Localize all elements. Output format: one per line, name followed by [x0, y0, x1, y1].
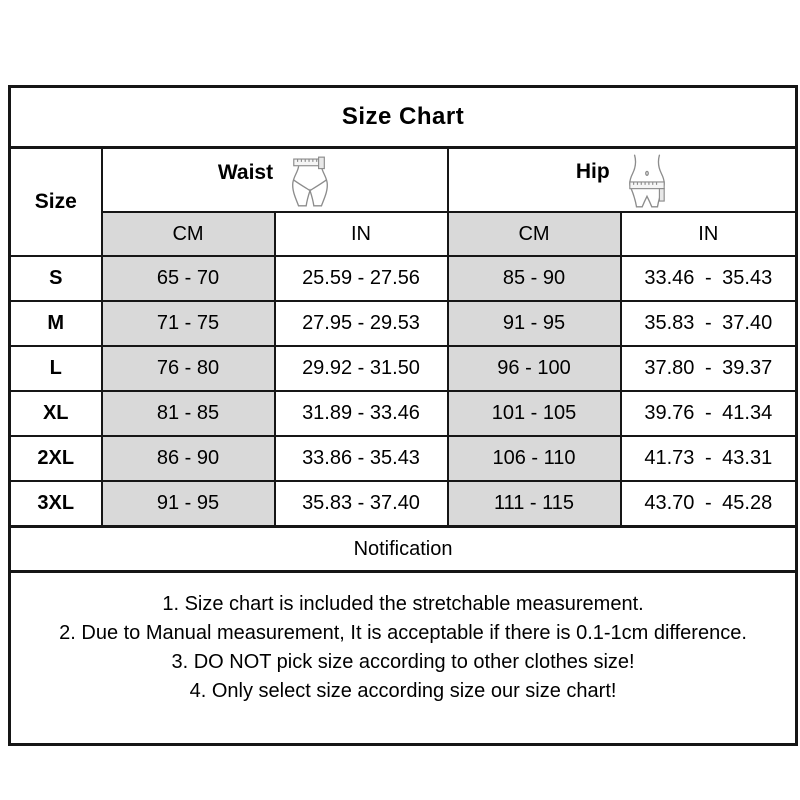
- hip-in-value: 37.80 - 39.37: [619, 345, 798, 392]
- size-row-xl: XL 81 - 85 31.89 - 33.46 101 - 105 39.76…: [8, 390, 798, 437]
- size-chart-table: Size Chart Size Waist: [8, 85, 799, 746]
- size-row-l: L 76 - 80 29.92 - 31.50 96 - 100 37.80 -…: [8, 345, 798, 392]
- waist-in-value: 33.86 - 35.43: [273, 435, 449, 482]
- waist-cm-header: CM: [100, 211, 276, 257]
- notification-header: Notification: [8, 525, 798, 573]
- group-header-row: Size Waist: [8, 146, 798, 257]
- waist-cm-value: 76 - 80: [100, 345, 276, 392]
- waist-in-value: 35.83 - 37.40: [273, 480, 449, 528]
- waist-cm-value: 71 - 75: [100, 300, 276, 347]
- notification-notes: 1. Size chart is included the stretchabl…: [8, 570, 798, 746]
- size-column-header: Size: [8, 146, 103, 257]
- hip-cm-value: 111 - 115: [446, 480, 622, 528]
- size-row-s: S 65 - 70 25.59 - 27.56 85 - 90 33.46 - …: [8, 255, 798, 302]
- note-line-3: 3. DO NOT pick size according to other c…: [171, 651, 635, 673]
- hip-label: Hip: [575, 160, 610, 183]
- waist-cm-value: 91 - 95: [100, 480, 276, 528]
- note-line-4: 4. Only select size according size our s…: [189, 680, 617, 702]
- size-label: 2XL: [8, 435, 103, 482]
- hip-cm-value: 96 - 100: [446, 345, 622, 392]
- waist-cm-value: 86 - 90: [100, 435, 276, 482]
- hip-in-value: 39.76 - 41.34: [619, 390, 798, 437]
- waist-measure-icon: [289, 154, 331, 214]
- size-row-3xl: 3XL 91 - 95 35.83 - 37.40 111 - 115 43.7…: [8, 480, 798, 528]
- hip-measure-icon: [626, 153, 668, 215]
- size-label: L: [8, 345, 103, 392]
- hip-in-value: 35.83 - 37.40: [619, 300, 798, 347]
- note-line-1: 1. Size chart is included the stretchabl…: [162, 593, 644, 615]
- hip-cm-value: 91 - 95: [446, 300, 622, 347]
- notification-body-row: 1. Size chart is included the stretchabl…: [8, 570, 798, 746]
- hip-cm-value: 106 - 110: [446, 435, 622, 482]
- waist-label: Waist: [217, 161, 274, 184]
- size-label: M: [8, 300, 103, 347]
- hip-in-value: 41.73 - 43.31: [619, 435, 798, 482]
- size-chart-panel: Size Chart Size Waist: [8, 85, 799, 746]
- hip-in-value: 33.46 - 35.43: [619, 255, 798, 302]
- waist-in-value: 31.89 - 33.46: [273, 390, 449, 437]
- waist-in-value: 29.92 - 31.50: [273, 345, 449, 392]
- note-line-2: 2. Due to Manual measurement, It is acce…: [59, 622, 747, 644]
- size-label: 3XL: [8, 480, 103, 528]
- waist-in-value: 25.59 - 27.56: [273, 255, 449, 302]
- hip-cm-header: CM: [446, 211, 622, 257]
- title-row: Size Chart: [8, 85, 798, 149]
- size-label: XL: [8, 390, 103, 437]
- size-row-m: M 71 - 75 27.95 - 29.53 91 - 95 35.83 - …: [8, 300, 798, 347]
- waist-in-value: 27.95 - 29.53: [273, 300, 449, 347]
- hip-cm-value: 101 - 105: [446, 390, 622, 437]
- unit-header-row: CM IN CM IN: [10, 211, 798, 257]
- waist-cm-value: 65 - 70: [100, 255, 276, 302]
- hip-in-header: IN: [619, 211, 798, 257]
- hip-in-value: 43.70 - 45.28: [619, 480, 798, 528]
- hip-cm-value: 85 - 90: [446, 255, 622, 302]
- waist-cm-value: 81 - 85: [100, 390, 276, 437]
- notification-header-row: Notification: [8, 525, 798, 573]
- waist-in-header: IN: [273, 211, 449, 257]
- size-label: S: [8, 255, 103, 302]
- hip-group-header: Hip: [446, 146, 798, 215]
- page-title: Size Chart: [8, 85, 798, 149]
- size-row-2xl: 2XL 86 - 90 33.86 - 35.43 106 - 110 41.7…: [8, 435, 798, 482]
- waist-group-header: Waist: [100, 146, 449, 214]
